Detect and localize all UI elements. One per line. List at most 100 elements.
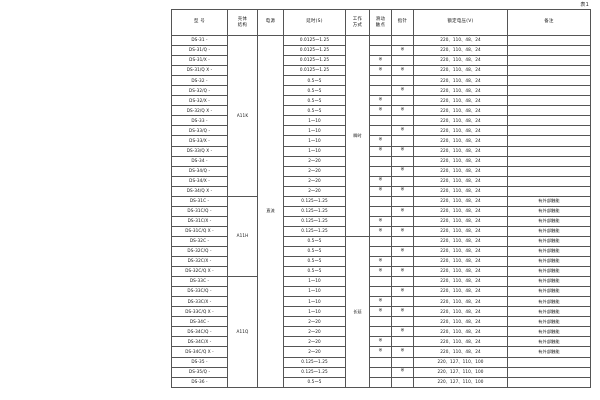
cell-rated-voltage: 220、110、48、24 <box>413 276 508 288</box>
cell-rated-voltage: 220、110、48、24 <box>413 135 508 147</box>
cell-remark <box>507 366 591 378</box>
pointer-mark-icon: ※ <box>400 127 405 133</box>
cell-sliding-contact: ※ <box>369 215 392 227</box>
pointer-mark-icon: ※ <box>400 47 405 53</box>
cell-remark <box>507 55 591 67</box>
cell-delay-time: 1～10 <box>283 296 346 308</box>
cell-remark <box>507 65 591 77</box>
cell-rated-voltage: 220、110、48、24 <box>413 266 508 278</box>
cell-sliding-contact: ※ <box>369 135 392 147</box>
sliding-contact-mark-icon: ※ <box>378 298 383 304</box>
cell-model: DS-31C/Q X - <box>171 225 228 237</box>
cell-sliding-contact <box>369 245 392 258</box>
column-header-shell-line2: 结构 <box>237 22 248 28</box>
cell-remark <box>507 34 591 47</box>
cell-remark <box>507 145 591 157</box>
cell-pointer: ※ <box>391 225 414 237</box>
cell-delay-time: 2～20 <box>283 165 346 177</box>
cell-sliding-contact: ※ <box>369 256 392 268</box>
column-header-shell-line1: 壳体 <box>237 17 248 22</box>
cell-rated-voltage: 220、110、48、24 <box>413 215 508 227</box>
cell-model: DS-31/Q X - <box>171 65 228 77</box>
cell-remark: 有外部触能 <box>507 205 591 217</box>
cell-remark: 有外部触能 <box>507 346 591 358</box>
cell-sliding-contact: ※ <box>369 105 392 117</box>
cell-remark <box>507 105 591 117</box>
cell-sliding-contact: ※ <box>369 336 392 348</box>
sliding-contact-mark-icon: ※ <box>378 57 383 63</box>
cell-delay-time: 2～20 <box>283 346 346 358</box>
cell-pointer: ※ <box>391 85 414 97</box>
cell-rated-voltage: 220、110、48、24 <box>413 336 508 348</box>
cell-model: DS-33/Q X - <box>171 145 228 157</box>
cell-rated-voltage: 220、110、48、24 <box>413 185 508 197</box>
cell-sliding-contact <box>369 45 392 57</box>
pointer-mark-icon: ※ <box>400 87 405 93</box>
cell-model: DS-32C - <box>171 235 228 247</box>
column-header-pointer: 指针 <box>391 9 414 36</box>
table-row: DS-33C - A11Q 1～10 220、110、48、24 有外部触能 <box>171 276 591 388</box>
table-body: DS-31 - A11K 直流 0.0125～1.25 瞬时 220、110、48、24 D… <box>171 34 591 388</box>
table-row: DS-32C/X - 0.5～5 ※ 220、110、48、24 有外部触能 <box>171 256 591 268</box>
header-row: 型 号 壳体 结构 电源 延时(S) 工作 方式 滑动 触点 <box>171 9 591 36</box>
pointer-mark-icon: ※ <box>400 228 405 234</box>
sliding-contact-mark-icon: ※ <box>378 97 383 103</box>
cell-remark: 有外部触能 <box>507 316 591 328</box>
cell-remark <box>507 115 591 127</box>
cell-pointer <box>391 195 414 207</box>
cell-model: DS-35/Q - <box>171 366 228 378</box>
cell-sliding-contact: ※ <box>369 346 392 358</box>
pointer-mark-icon: ※ <box>400 348 405 354</box>
cell-rated-voltage: 220、110、48、24 <box>413 245 508 258</box>
cell-rated-voltage: 220、110、48、24 <box>413 34 508 47</box>
column-header-delay: 延时(S) <box>283 9 346 36</box>
cell-pointer: ※ <box>391 185 414 197</box>
cell-pointer <box>391 135 414 147</box>
cell-pointer: ※ <box>391 45 414 57</box>
cell-model: DS-32/Q X - <box>171 105 228 117</box>
cell-pointer: ※ <box>391 366 414 378</box>
cell-model: DS-34C - <box>171 316 228 328</box>
cell-sliding-contact <box>369 125 392 137</box>
cell-rated-voltage: 220、110、48、24 <box>413 55 508 67</box>
cell-pointer: ※ <box>391 266 414 278</box>
table-row: DS-31 - A11K 直流 0.0125～1.25 瞬时 220、110、48、24 <box>171 34 591 388</box>
cell-remark: 有外部触能 <box>507 245 591 258</box>
cell-remark: 有外部触能 <box>507 286 591 298</box>
cell-delay-time: 2～20 <box>283 316 346 328</box>
sliding-contact-mark-icon: ※ <box>378 268 383 274</box>
column-header-power: 电源 <box>257 9 284 36</box>
cell-delay-time: 0.0125～1.25 <box>283 45 346 57</box>
cell-sliding-contact: ※ <box>369 175 392 187</box>
cell-remark <box>507 75 591 87</box>
cell-delay-time: 1～10 <box>283 135 346 147</box>
cell-remark <box>507 85 591 97</box>
cell-rated-voltage: 220、110、48、24 <box>413 205 508 217</box>
cell-shell-structure: A11H <box>227 195 258 278</box>
cell-rated-voltage: 220、127、110、100 <box>413 376 508 388</box>
cell-working-mode: 长延 <box>345 235 370 388</box>
column-header-mode-line1: 工作 <box>352 17 363 22</box>
cell-pointer <box>391 376 414 388</box>
cell-rated-voltage: 220、110、48、24 <box>413 165 508 177</box>
cell-model: DS-31C/Q - <box>171 205 228 217</box>
cell-remark: 有外部触能 <box>507 336 591 348</box>
cell-delay-time: 0.125～1.25 <box>283 356 346 368</box>
table-row: DS-31/Q - 0.0125～1.25 ※ 220、110、48、24 <box>171 45 591 57</box>
cell-model: DS-35 - <box>171 356 228 368</box>
pointer-mark-icon: ※ <box>400 248 405 254</box>
cell-rated-voltage: 220、110、48、24 <box>413 175 508 187</box>
cell-delay-time: 2～20 <box>283 175 346 187</box>
cell-model: DS-31/Q - <box>171 45 228 57</box>
cell-model: DS-31C/X - <box>171 215 228 227</box>
cell-sliding-contact <box>369 205 392 217</box>
cell-remark: 有外部触能 <box>507 326 591 338</box>
cell-model: DS-34C/Q - <box>171 326 228 338</box>
cell-rated-voltage: 220、110、48、24 <box>413 45 508 57</box>
cell-sliding-contact <box>369 235 392 247</box>
cell-remark <box>507 175 591 187</box>
cell-pointer <box>391 296 414 308</box>
cell-model: DS-31 - <box>171 34 228 47</box>
cell-pointer <box>391 155 414 167</box>
column-header-model: 型 号 <box>171 9 228 36</box>
